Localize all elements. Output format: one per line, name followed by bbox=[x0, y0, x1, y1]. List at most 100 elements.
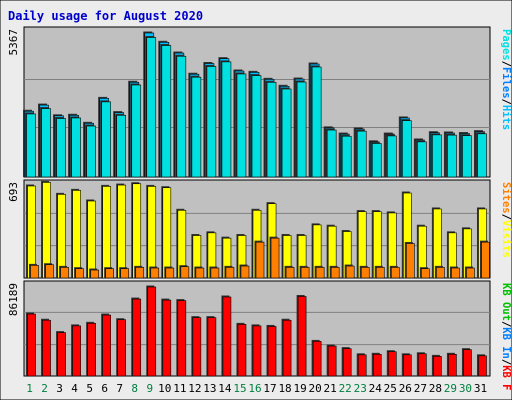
bar-kb-f bbox=[433, 356, 442, 377]
bar-sites bbox=[30, 265, 39, 279]
bar-files bbox=[131, 84, 142, 178]
bar-files bbox=[447, 134, 457, 178]
x-tick-label: 17 bbox=[263, 382, 276, 395]
x-tick-label: 25 bbox=[384, 382, 397, 395]
bar-sites bbox=[195, 267, 205, 279]
bar-files bbox=[281, 88, 292, 178]
x-tick-label: 26 bbox=[399, 382, 412, 395]
bar-kb-f bbox=[57, 332, 66, 377]
bar-files bbox=[251, 75, 262, 178]
bar-sites bbox=[451, 267, 460, 279]
bar-files bbox=[432, 134, 442, 178]
bar-files bbox=[71, 117, 81, 178]
x-tick-label: 13 bbox=[203, 382, 216, 395]
x-tick-label: 24 bbox=[369, 382, 383, 395]
legend-separator: / bbox=[500, 214, 512, 220]
bar-kb-f bbox=[463, 349, 472, 377]
bar-files bbox=[386, 135, 397, 178]
chart-title: Daily usage for August 2020 bbox=[8, 9, 203, 23]
bar-sites bbox=[466, 267, 475, 279]
bar-kb-f bbox=[42, 319, 51, 377]
x-tick-label: 27 bbox=[414, 382, 427, 395]
bar-sites bbox=[421, 268, 430, 279]
bar-sites bbox=[270, 237, 280, 279]
x-tick-label: 19 bbox=[293, 382, 306, 395]
y-max-label: 693 bbox=[7, 182, 20, 202]
legend-hits-files-pages: Pages/Files/Hits bbox=[500, 29, 512, 130]
bar-kb-f bbox=[312, 341, 322, 377]
x-tick-label: 2 bbox=[41, 382, 48, 395]
bar-kb-f bbox=[177, 300, 187, 377]
x-tick-label: 4 bbox=[71, 382, 78, 395]
bar-sites bbox=[315, 267, 325, 279]
bar-files bbox=[176, 55, 187, 178]
x-tick-label: 10 bbox=[158, 382, 171, 395]
bar-files bbox=[26, 113, 36, 178]
legend-separator: / bbox=[500, 61, 512, 67]
bar-sites bbox=[285, 267, 295, 279]
legend-separator: / bbox=[500, 321, 512, 327]
bar-kb-f bbox=[72, 325, 81, 377]
bar-files bbox=[236, 73, 247, 178]
bar-sites bbox=[390, 267, 400, 279]
bar-sites bbox=[406, 243, 415, 279]
x-tick-label: 7 bbox=[116, 382, 123, 395]
legend-entry: Pages bbox=[500, 29, 512, 61]
bar-files bbox=[326, 129, 337, 178]
panel-visits-sites: 693 Sites/Visits bbox=[7, 179, 512, 279]
bar-sites bbox=[90, 269, 99, 279]
bar-sites bbox=[210, 267, 220, 279]
legend-entry: Sites bbox=[500, 182, 512, 214]
bar-sites bbox=[75, 268, 84, 279]
bar-sites bbox=[240, 265, 250, 279]
bar-visits bbox=[117, 184, 127, 279]
bar-files bbox=[341, 135, 352, 178]
bar-visits bbox=[162, 187, 172, 279]
bar-visits bbox=[147, 186, 157, 279]
bar-kb-f bbox=[237, 324, 247, 377]
x-tick-label: 29 bbox=[444, 382, 457, 395]
bar-sites bbox=[225, 267, 235, 279]
x-tick-label: 28 bbox=[429, 382, 442, 395]
x-tick-label: 16 bbox=[248, 382, 261, 395]
bar-kb-f bbox=[478, 355, 487, 377]
bar-visits bbox=[57, 194, 66, 279]
bar-files bbox=[146, 37, 157, 178]
y-max-label: 5367 bbox=[7, 29, 20, 56]
bar-sites bbox=[135, 267, 145, 279]
bar-files bbox=[266, 81, 277, 178]
bar-kb-f bbox=[102, 314, 111, 377]
bar-kb-f bbox=[357, 354, 367, 377]
x-tick-label: 14 bbox=[218, 382, 232, 395]
bar-kb-f bbox=[87, 323, 96, 377]
x-tick-label: 15 bbox=[233, 382, 246, 395]
bar-visits bbox=[87, 200, 96, 279]
bar-kb-f bbox=[342, 348, 352, 377]
bar-files bbox=[402, 120, 412, 178]
bar-files bbox=[191, 76, 202, 178]
bar-kb-f bbox=[162, 299, 172, 377]
bar-sites bbox=[120, 268, 130, 279]
x-tick-label: 18 bbox=[278, 382, 291, 395]
bar-sites bbox=[60, 267, 69, 279]
bar-sites bbox=[360, 267, 370, 279]
legend-separator: / bbox=[500, 359, 512, 365]
bar-sites bbox=[165, 267, 175, 279]
bar-kb-f bbox=[297, 296, 307, 377]
bar-sites bbox=[180, 266, 190, 279]
x-tick-label: 21 bbox=[324, 382, 337, 395]
x-axis-labels: 1 2 3 4 5 6 7 8 9 10 11 12 13 14 15 16 17 18 19 20 21 22 23 24 2… bbox=[26, 382, 487, 395]
bar-sites bbox=[255, 241, 265, 279]
bar-sites bbox=[436, 267, 445, 279]
x-tick-label: 30 bbox=[459, 382, 472, 395]
bar-files bbox=[206, 66, 217, 178]
bar-kb-f bbox=[207, 317, 217, 377]
x-tick-label: 20 bbox=[309, 382, 322, 395]
bar-files bbox=[221, 61, 232, 178]
legend-entry: KB In bbox=[500, 327, 512, 359]
legend-separator: / bbox=[500, 99, 512, 105]
legend-entry: KB Out bbox=[500, 283, 512, 321]
bar-files bbox=[296, 81, 307, 178]
